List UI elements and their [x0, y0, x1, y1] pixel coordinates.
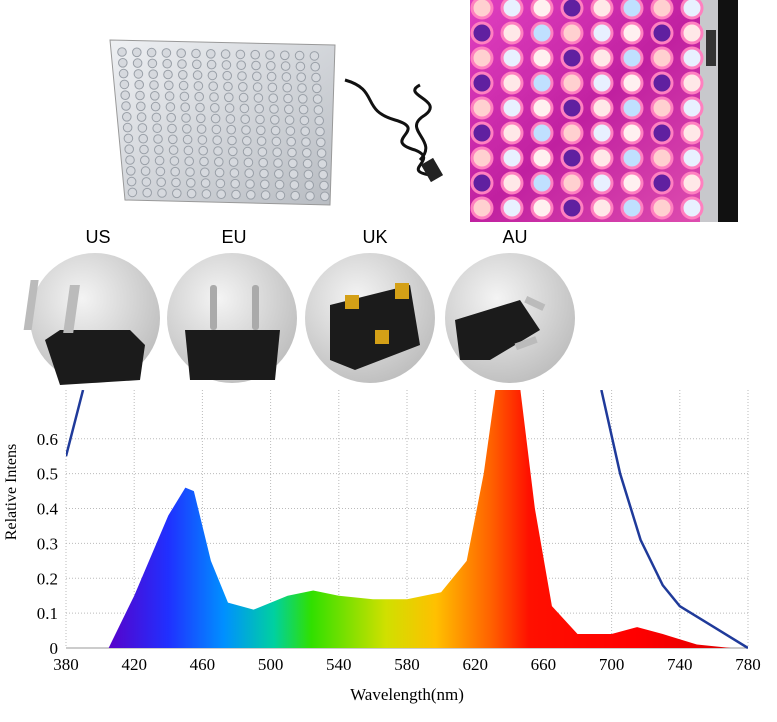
x-tick-label: 780	[735, 655, 761, 674]
x-tick-label: 460	[190, 655, 216, 674]
x-tick-label: 700	[599, 655, 625, 674]
y-tick-label: 0	[50, 639, 59, 658]
x-tick-label: 540	[326, 655, 352, 674]
cable-image	[344, 78, 432, 177]
plug-label: US	[85, 227, 110, 247]
x-tick-label: 580	[394, 655, 420, 674]
x-tick-label: 660	[531, 655, 557, 674]
spectrum-chart: 380 420 460 500 540 580 620 660 700 740 780 0 0.1 0.2…	[37, 390, 761, 674]
y-tick-label: 0.5	[37, 465, 58, 484]
plug-label: AU	[502, 227, 527, 247]
x-tick-label: 420	[121, 655, 147, 674]
plug-label: EU	[221, 227, 246, 247]
plug-images	[23, 253, 575, 385]
y-tick-label: 0.6	[37, 430, 58, 449]
x-tick-label: 740	[667, 655, 693, 674]
plug-head	[420, 157, 444, 183]
x-tick-label: 380	[53, 655, 79, 674]
y-tick-label: 0.4	[37, 500, 59, 519]
led-panel-image	[109, 39, 336, 206]
y-tick-label: 0.3	[37, 534, 58, 553]
y-axis-title: Relative Intens	[3, 444, 20, 540]
x-axis-title: Wavelength(nm)	[350, 685, 464, 704]
y-tick-label: 0.2	[37, 569, 58, 588]
sensitivity-line	[66, 390, 748, 650]
plug-label: UK	[362, 227, 387, 247]
lit-panel-image	[470, 0, 738, 222]
x-tick-label: 500	[258, 655, 284, 674]
spectrum-area	[108, 390, 731, 648]
y-tick-label: 0.1	[37, 604, 58, 623]
x-tick-label: 620	[462, 655, 488, 674]
